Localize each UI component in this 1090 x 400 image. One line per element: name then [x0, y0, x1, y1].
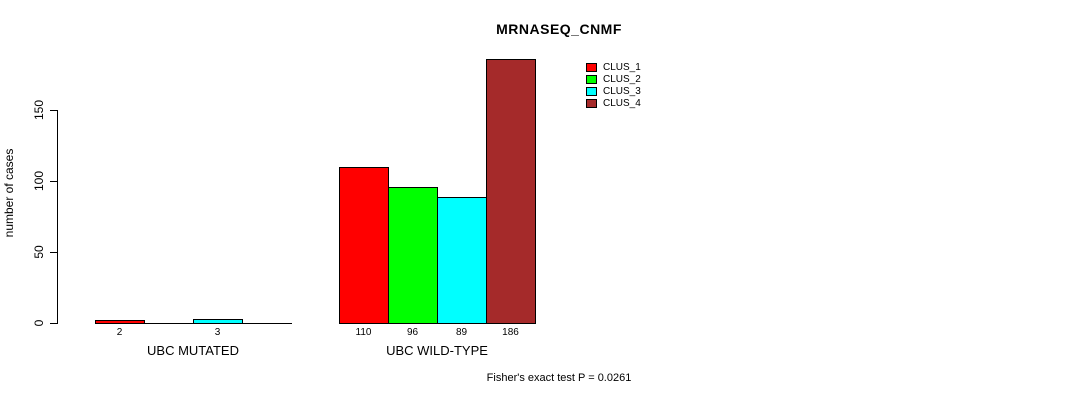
legend-swatch	[586, 99, 597, 108]
bar-clus_2	[388, 187, 438, 324]
y-tick-label: 50	[32, 245, 46, 259]
legend-item: CLUS_3	[586, 86, 641, 97]
group-label: UBC WILD-TYPE	[386, 343, 488, 358]
bar-clus_3	[193, 319, 243, 324]
y-tick-label: 0	[32, 319, 46, 327]
legend-item: CLUS_2	[586, 74, 641, 85]
y-tick-label: 100	[32, 170, 46, 192]
legend-swatch	[586, 75, 597, 84]
legend-swatch	[586, 87, 597, 96]
legend-label: CLUS_2	[603, 74, 641, 85]
y-axis-line	[57, 110, 58, 324]
legend-label: CLUS_1	[603, 62, 641, 73]
legend-item: CLUS_1	[586, 62, 641, 73]
y-tick-mark	[50, 110, 57, 111]
bar-value-label: 186	[502, 327, 519, 338]
bar-value-label: 2	[116, 327, 123, 338]
legend-item: CLUS_4	[586, 98, 641, 109]
legend: CLUS_1 CLUS_2 CLUS_3 CLUS_4	[586, 62, 641, 109]
bar-clus_1	[95, 320, 145, 324]
y-tick-label: 150	[32, 99, 46, 121]
bar-clus_3	[437, 197, 487, 324]
bar-value-label: 89	[455, 327, 468, 338]
footer-note: Fisher's exact test P = 0.0261	[486, 372, 632, 384]
y-tick-mark	[50, 252, 57, 253]
y-tick-mark	[50, 181, 57, 182]
bar-clus_4	[486, 59, 536, 324]
group-label: UBC MUTATED	[147, 343, 239, 358]
chart-title: MRNASEQ_CNMF	[496, 21, 622, 37]
bar-value-label: 96	[406, 327, 419, 338]
legend-swatch	[586, 63, 597, 72]
bar-value-label: 110	[355, 327, 372, 338]
legend-label: CLUS_4	[603, 98, 641, 109]
legend-label: CLUS_3	[603, 86, 641, 97]
y-tick-mark	[50, 323, 57, 324]
y-axis-label: number of cases	[2, 148, 16, 238]
bar-value-label: 3	[214, 327, 221, 338]
bar-clus_1	[339, 167, 389, 324]
